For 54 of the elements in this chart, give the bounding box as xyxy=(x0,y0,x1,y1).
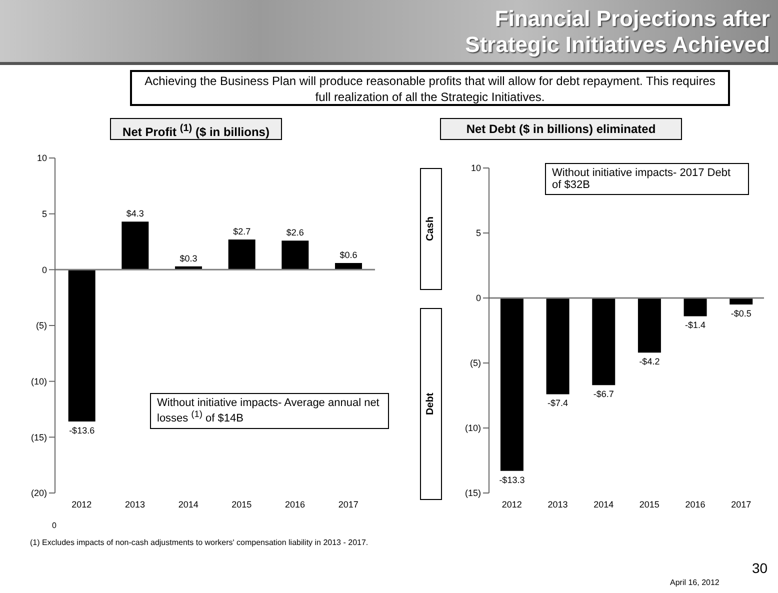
y-tick-label: 10 xyxy=(36,153,47,164)
y-tick-label: (10) xyxy=(30,376,47,387)
text: Financial Projections after Strategic Initiatives Achieved xyxy=(464,6,770,58)
text: Debt xyxy=(420,308,442,500)
text: Achieving the Business Plan will produce reasonable profits that will allow for debt repayment. This requires full realization of all the Strategic Initiatives. xyxy=(130,70,730,106)
y-tick-label: 10 xyxy=(470,163,481,174)
data-label: -$13.3 xyxy=(499,474,525,485)
x-tick-label: 2017 xyxy=(338,499,358,510)
x-tick-label: 2016 xyxy=(284,499,306,510)
text: 30 xyxy=(752,560,768,576)
y-tick-label: (20) xyxy=(30,488,47,498)
bar xyxy=(122,222,149,270)
y-tick-label: (15) xyxy=(464,488,481,498)
x-tick-label: 2014 xyxy=(178,499,198,510)
y-tick-label: 0 xyxy=(42,264,47,275)
x-tick-label: 2013 xyxy=(548,499,568,510)
text: 0 xyxy=(52,521,56,530)
data-label: -$4.2 xyxy=(639,356,660,367)
y-tick-label: 5 xyxy=(476,228,481,238)
x-tick-label: 2015 xyxy=(639,499,660,510)
text: Cash xyxy=(420,168,442,290)
text: (1) Excludes impacts of non-cash adjustments to workers' compensation liability in 2013 - 2017. xyxy=(30,538,368,547)
data-label: $4.3 xyxy=(126,208,144,219)
chart-title: Net Profit $^{(1)}$ ($ in billions) xyxy=(110,118,282,140)
x-tick-label: 2016 xyxy=(685,499,706,510)
annotation: Without initiative impacts- 2017 Debt of $32B xyxy=(545,163,749,195)
bar xyxy=(228,240,256,270)
bar xyxy=(335,262,362,270)
y-tick-label: (15) xyxy=(30,432,47,442)
data-label: -$6.7 xyxy=(593,389,614,400)
x-tick-label: 2012 xyxy=(72,499,92,510)
y-tick-label: 0 xyxy=(476,293,481,304)
data-label: $0.3 xyxy=(180,253,198,264)
data-label: -$7.4 xyxy=(548,398,568,408)
data-label: -$1.4 xyxy=(685,320,706,330)
x-tick-label: 2014 xyxy=(594,499,614,510)
x-tick-label: 2017 xyxy=(731,499,752,510)
x-tick-label: 2015 xyxy=(232,499,252,510)
data-label: $2.6 xyxy=(286,228,304,238)
y-tick-label: (5) xyxy=(36,320,47,331)
text: April 16, 2012 xyxy=(670,578,720,587)
data-label: -$0.5 xyxy=(730,308,752,318)
y-tick-label: (10) xyxy=(464,423,481,434)
data-label: -$13.6 xyxy=(69,426,95,436)
bar xyxy=(282,240,309,270)
annotation: Without initiative impacts- Average annual net losses $^{(1)}$ of $14B xyxy=(150,393,389,429)
y-tick-label: (5) xyxy=(470,358,481,368)
data-label: $2.7 xyxy=(233,226,251,237)
y-tick-label: 5 xyxy=(42,209,47,220)
x-tick-label: 2013 xyxy=(124,499,146,510)
data-label: $0.6 xyxy=(340,250,358,260)
chart-title: Net Debt ($ in billions) eliminated xyxy=(440,118,682,140)
bar xyxy=(68,270,96,422)
x-tick-label: 2012 xyxy=(502,499,522,510)
